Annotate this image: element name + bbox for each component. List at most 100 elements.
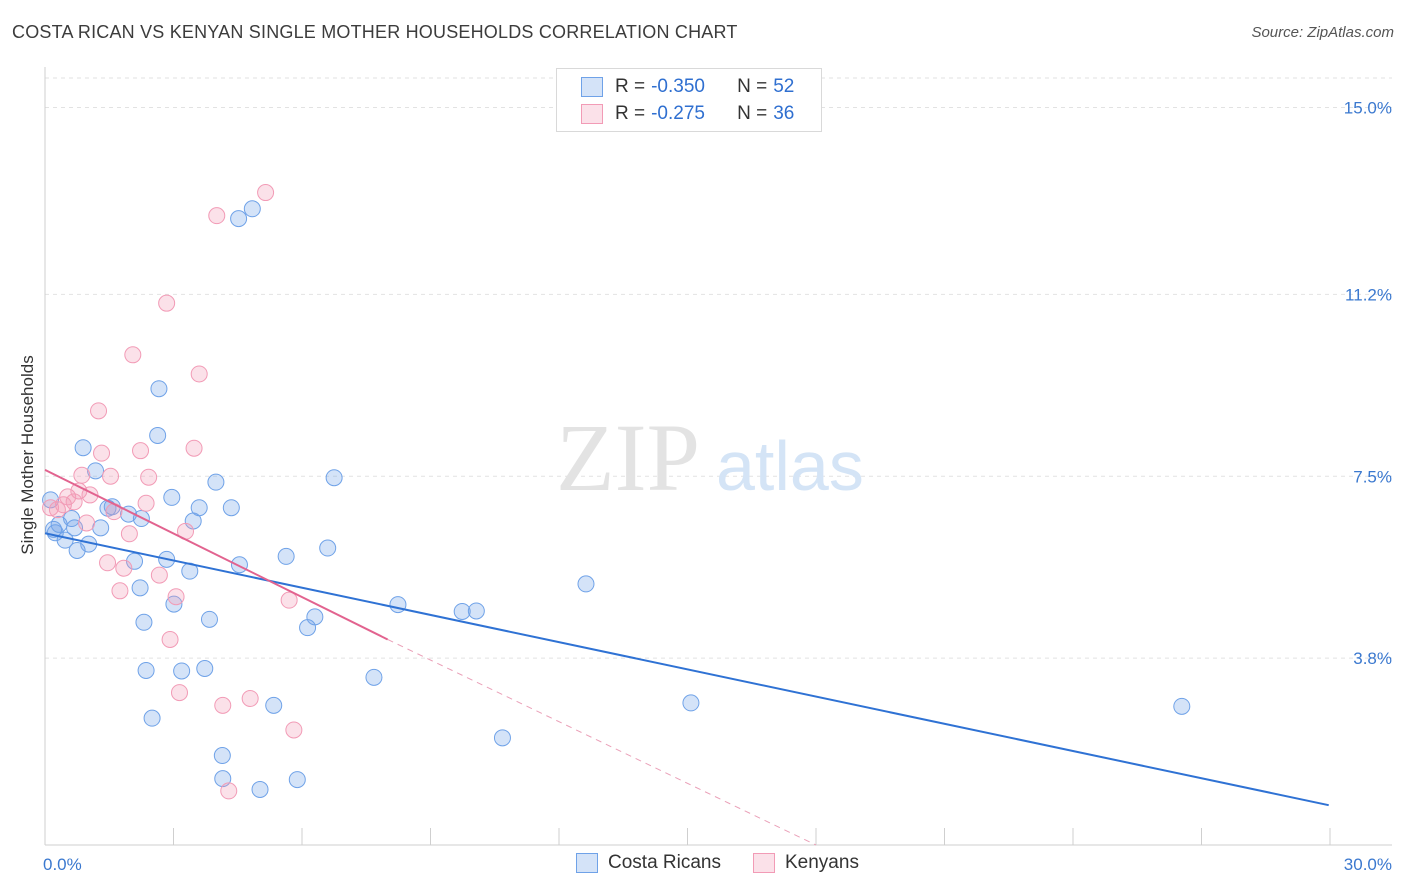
- legend-n-value: 36: [773, 103, 795, 124]
- tick-labels: 3.8% 7.5% 11.2% 15.0% 0.0% 30.0%: [43, 99, 1392, 875]
- data-point: [230, 556, 248, 574]
- data-point: [131, 579, 149, 597]
- legend-label-costa-ricans: Costa Ricans: [608, 852, 721, 873]
- data-point: [99, 554, 117, 572]
- data-point: [277, 547, 295, 565]
- data-point: [251, 780, 269, 798]
- data-point: [93, 444, 111, 462]
- y-tick-label: 3.8%: [1353, 649, 1392, 668]
- y-tick-label: 11.2%: [1345, 285, 1392, 304]
- data-point: [1173, 697, 1191, 715]
- trend-line-kenyans: [44, 468, 389, 641]
- data-point: [265, 696, 283, 714]
- legend-r-label: R =: [615, 76, 646, 97]
- legend-r-value: -0.350: [651, 76, 705, 97]
- legend-row-costa-ricans: R = -0.350 N = 52: [581, 74, 794, 100]
- x-tick-label: 0.0%: [43, 855, 82, 874]
- data-point: [196, 659, 214, 677]
- data-point: [325, 469, 343, 487]
- data-point: [170, 684, 188, 702]
- data-point: [280, 591, 298, 609]
- legend-swatch-costa-ricans: [576, 853, 598, 873]
- data-point: [173, 662, 191, 680]
- data-point: [319, 539, 337, 557]
- y-tick-label: 7.5%: [1353, 467, 1392, 486]
- data-point: [167, 588, 185, 606]
- data-point: [243, 200, 261, 218]
- data-point: [285, 721, 303, 739]
- legend-r-label: R =: [615, 103, 646, 124]
- data-point: [365, 668, 383, 686]
- x-tick-label: 30.0%: [1344, 855, 1392, 874]
- y-axis-label: Single Mother Households: [18, 355, 37, 555]
- series-costa-ricans: [42, 200, 1191, 798]
- data-point: [230, 210, 248, 228]
- legend-label-kenyans: Kenyans: [785, 852, 859, 873]
- grid-lines: [45, 77, 1392, 659]
- trend-lines: [44, 468, 1329, 846]
- legend-item-kenyans[interactable]: Kenyans: [753, 852, 859, 874]
- data-point: [124, 346, 142, 364]
- trend-line-costa-ricans: [44, 532, 1329, 807]
- data-point: [208, 207, 226, 225]
- data-point: [65, 493, 83, 511]
- data-point: [137, 661, 155, 679]
- data-point: [54, 496, 72, 514]
- watermark: ZIP atlas: [556, 404, 864, 511]
- data-point: [74, 439, 92, 457]
- points: [42, 184, 1191, 800]
- data-point: [126, 552, 144, 570]
- legend-swatch-kenyans: [581, 104, 603, 124]
- data-point: [149, 426, 167, 444]
- legend-swatch-kenyans: [753, 853, 775, 873]
- data-point: [87, 462, 105, 480]
- source-label: Source: ZipAtlas.com: [1251, 24, 1394, 41]
- data-point: [42, 499, 60, 517]
- stats-legend: R = -0.350 N = 52 R = -0.275 N = 36: [556, 68, 822, 132]
- axes: [44, 67, 1392, 846]
- chart-title: COSTA RICAN VS KENYAN SINGLE MOTHER HOUS…: [12, 22, 738, 42]
- watermark-atlas: atlas: [716, 427, 864, 505]
- data-point: [453, 602, 471, 620]
- data-point: [185, 439, 203, 457]
- legend-swatch-costa-ricans: [581, 77, 603, 97]
- data-point: [78, 514, 96, 532]
- data-point: [137, 494, 155, 512]
- data-point: [288, 771, 306, 789]
- data-point: [207, 473, 225, 491]
- data-point: [73, 466, 91, 484]
- data-point: [135, 613, 153, 631]
- data-point: [161, 630, 179, 648]
- watermark-zip: ZIP: [556, 404, 700, 511]
- data-point: [577, 575, 595, 593]
- legend-row-kenyans: R = -0.275 N = 36: [581, 101, 794, 127]
- data-point: [257, 184, 275, 202]
- data-point: [111, 582, 129, 600]
- trend-line-kenyans-extension: [387, 639, 817, 846]
- data-point: [150, 380, 168, 398]
- legend-n-label: N =: [737, 76, 768, 97]
- data-point: [90, 402, 108, 420]
- data-point: [163, 488, 181, 506]
- data-point: [150, 566, 168, 584]
- data-point: [241, 689, 259, 707]
- legend-item-costa-ricans[interactable]: Costa Ricans: [576, 852, 721, 874]
- legend-r-value: -0.275: [651, 103, 705, 124]
- data-point: [143, 709, 161, 727]
- data-point: [220, 782, 238, 800]
- y-tick-label: 15.0%: [1344, 99, 1392, 118]
- data-point: [120, 525, 138, 543]
- data-point: [140, 468, 158, 486]
- data-point: [467, 602, 485, 620]
- data-point: [92, 519, 110, 537]
- legend-n-value: 52: [773, 76, 795, 97]
- series-kenyans: [42, 184, 303, 800]
- data-point: [115, 559, 133, 577]
- data-point: [493, 729, 511, 747]
- data-point: [214, 696, 232, 714]
- data-point: [132, 442, 150, 460]
- data-point: [214, 770, 232, 788]
- data-point: [306, 608, 324, 626]
- data-point: [213, 747, 231, 765]
